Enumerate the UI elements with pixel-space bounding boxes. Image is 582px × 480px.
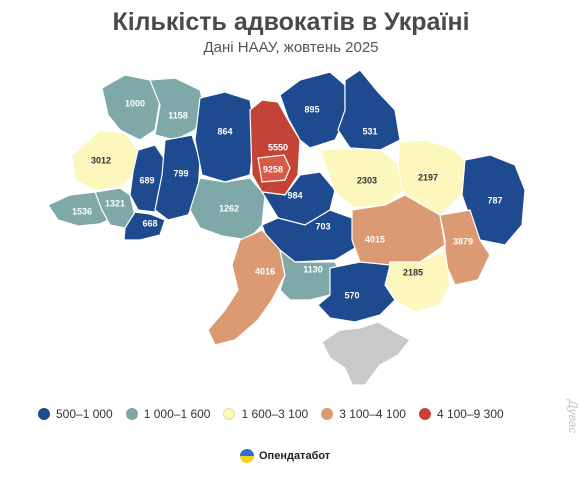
region-value-ternopil: 689 bbox=[139, 175, 154, 185]
region-value-cherkasy: 984 bbox=[287, 190, 302, 200]
legend-label: 1 600–3 100 bbox=[241, 407, 309, 421]
legend-item: 1 000–1 600 bbox=[125, 407, 211, 421]
legend-item: 4 100–9 300 bbox=[418, 407, 504, 421]
region-value-sumy: 531 bbox=[362, 126, 377, 136]
legend-swatch bbox=[321, 408, 334, 420]
legend-item: 3 100–4 100 bbox=[321, 407, 406, 421]
region-chernivtsi bbox=[123, 211, 166, 241]
legend-label: 1 000–1 600 bbox=[143, 407, 211, 421]
region-volyn bbox=[101, 74, 161, 141]
source-logo-text: Опендатабот bbox=[259, 450, 331, 462]
region-value-kherson: 570 bbox=[344, 290, 359, 300]
legend-swatch bbox=[418, 408, 431, 420]
region-zhytomyr bbox=[194, 91, 256, 183]
map-legend: 500–1 000 1 000–1 600 1 600–3 100 3 100–… bbox=[38, 407, 504, 421]
region-value-rivne: 1158 bbox=[168, 110, 188, 120]
region-value-lviv: 3012 bbox=[91, 155, 111, 165]
region-value-dnipro: 4015 bbox=[365, 234, 385, 244]
region-value-vinnytsia: 1262 bbox=[219, 203, 239, 213]
legend-swatch bbox=[38, 408, 50, 420]
region-value-khmelnytskyi: 799 bbox=[173, 168, 188, 178]
region-value-donetsk: 3879 bbox=[453, 236, 473, 246]
region-value-zaporizhzhia: 2185 bbox=[403, 267, 423, 277]
region-value-mykolaiv: 1130 bbox=[303, 264, 323, 274]
region-khmelnytskyi bbox=[154, 134, 201, 221]
region-value-kharkiv: 2197 bbox=[418, 172, 438, 182]
region-zaporizhzhia bbox=[384, 249, 451, 313]
region-value-odesa: 4016 bbox=[255, 266, 275, 276]
region-kherson bbox=[317, 261, 396, 323]
region-value-luhansk: 787 bbox=[487, 195, 502, 205]
region-crimea bbox=[321, 321, 411, 386]
region-value-volyn: 1000 bbox=[125, 98, 145, 108]
region-value-kirovohrad: 703 bbox=[315, 221, 330, 231]
legend-label: 3 100–4 100 bbox=[339, 407, 406, 421]
region-mykolaiv bbox=[279, 248, 346, 301]
region-donetsk bbox=[439, 209, 491, 286]
legend-label: 500–1 000 bbox=[56, 407, 113, 421]
legend-item: 1 600–3 100 bbox=[223, 407, 308, 421]
ukraine-map: 1000 1158 864 5550 9258 895 531 3012 689… bbox=[47, 69, 526, 386]
region-value-chernihiv: 895 bbox=[304, 104, 319, 114]
region-sumy bbox=[337, 69, 401, 151]
legend-item: 500–1 000 bbox=[38, 407, 113, 421]
watermark: Дувас bbox=[566, 400, 580, 434]
region-dnipro bbox=[351, 194, 446, 266]
region-value-chernivtsi: 668 bbox=[142, 218, 157, 228]
map-subtitle: Дані НААУ, жовтень 2025 bbox=[203, 39, 379, 56]
region-value-kyiv-city: 9258 bbox=[263, 164, 283, 174]
region-value-poltava: 2303 bbox=[357, 175, 377, 185]
region-kyiv-city bbox=[257, 154, 291, 183]
region-rivne bbox=[149, 77, 206, 141]
legend-swatch bbox=[223, 408, 236, 420]
region-luhansk bbox=[461, 154, 526, 246]
legend-swatch bbox=[125, 408, 138, 420]
region-value-zhytomyr: 864 bbox=[217, 126, 232, 136]
region-value-ivano-frankivsk: 1321 bbox=[105, 198, 125, 208]
opendatabot-logo-icon bbox=[240, 449, 254, 463]
region-vinnytsia bbox=[189, 177, 266, 241]
region-value-kyiv-oblast: 5550 bbox=[268, 142, 288, 152]
region-value-zakarpattia: 1536 bbox=[72, 206, 92, 216]
map-title: Кількість адвокатів в Україні bbox=[112, 8, 470, 36]
legend-label: 4 100–9 300 bbox=[436, 407, 504, 421]
region-kharkiv bbox=[397, 139, 466, 216]
region-odesa bbox=[207, 229, 286, 346]
source-logo: Опендатабот bbox=[240, 449, 330, 463]
